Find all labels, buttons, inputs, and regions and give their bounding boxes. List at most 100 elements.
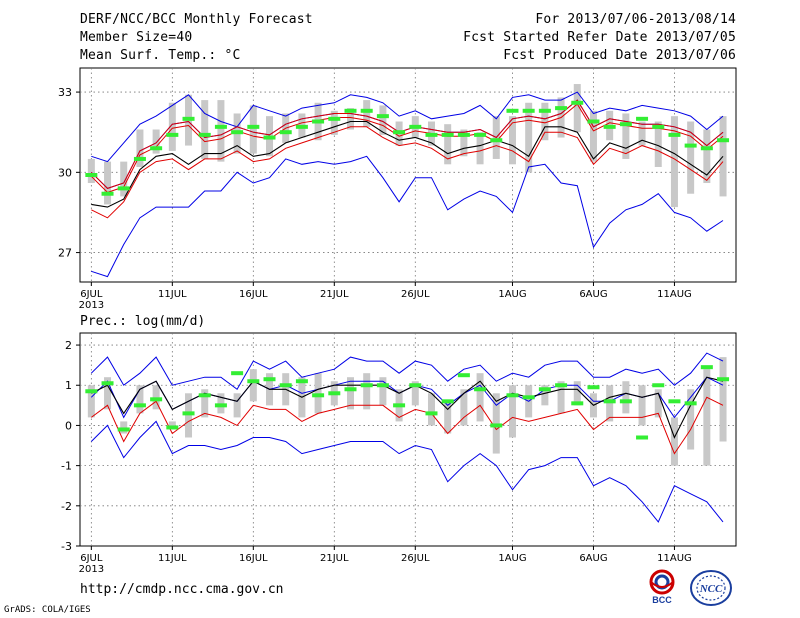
spread-bar [379,377,387,406]
x-tick-label: 21JUL [320,289,349,300]
ensemble-marker [214,124,227,129]
max-line [90,352,724,391]
bcc-logo-text: BCC [652,595,672,605]
ensemble-marker [668,399,681,404]
spread-bar [233,393,241,418]
ensemble-marker [263,377,276,382]
bcc-logo-icon: BCC [649,569,675,605]
ensemble-marker [133,403,146,408]
spread-bar [606,385,614,422]
ensemble-marker [85,173,98,177]
spread-bar [703,369,711,466]
ensemble-marker [182,116,195,121]
ensemble-marker [490,423,503,428]
ensemble-marker [214,403,227,408]
ensemble-marker [571,100,584,105]
spread-bar [249,369,257,402]
ensemble-marker [441,132,454,137]
ensemble-marker [717,377,730,382]
spread-bar [104,161,112,205]
ensemble-marker [490,138,503,143]
spread-bar [541,385,549,406]
header-forecast-range: For 2013/07/06-2013/08/14 [535,12,736,27]
spread-bar [314,373,322,414]
x-tick-label: 11JUL [158,289,187,300]
plot-frame [79,67,737,283]
ensemble-marker [376,383,389,388]
spread-bar [87,385,95,418]
plot-frame [79,332,737,547]
ensemble-marker [538,387,551,392]
y-tick-label: -2 [61,500,72,513]
spread-bar [168,421,176,430]
spread-bar [330,110,338,135]
ensemble-marker [700,146,713,151]
lower-line [91,396,724,455]
header-started-date: Fcst Started Refer Date 2013/07/05 [463,30,736,45]
spread-bar [476,373,484,422]
spread-bar [136,385,144,414]
ensemble-marker [555,383,568,388]
spread-bar [201,100,209,159]
upper-red-line [90,103,724,193]
spread-bar [363,100,371,127]
y-tick-label: -1 [61,460,72,473]
ensemble-marker [441,399,454,404]
ensemble-marker [425,411,438,416]
ensemble-marker [85,389,98,394]
spread-bar [670,417,678,466]
y-tick-label: 0 [65,419,72,432]
ensemble-marker [150,146,163,151]
spread-bar [508,385,516,438]
ensemble-marker [279,130,292,135]
spread-bar [654,121,662,167]
ensemble-marker [198,132,211,137]
spread-bar [638,121,646,146]
year-label: 2013 [79,300,104,311]
x-tick-label: 16JUL [239,553,268,564]
spread-bar [444,401,452,434]
spread-bar [703,129,711,184]
ensemble-marker [344,108,357,113]
ensemble-marker [425,132,438,137]
spread-bar [541,102,549,141]
ensemble-marker [603,124,616,129]
spread-bar [249,105,257,154]
footer-url[interactable]: http://cmdp.ncc.cma.gov.cn [80,582,284,597]
ensemble-marker [522,108,535,113]
spread-bar [687,389,695,450]
y-tick-label: 30 [58,166,72,179]
spread-bar [525,102,533,173]
ensemble-marker [652,383,665,388]
spread-bar [411,381,419,406]
spread-bar [444,124,452,165]
ensemble-marker [166,132,179,137]
spread-bar [363,373,371,410]
ensemble-marker [522,395,535,400]
spread-bar [557,381,565,414]
spread-bar [120,421,128,434]
x-tick-label: 6AUG [579,289,607,300]
ensemble-marker [117,186,130,191]
ensemble-marker [231,130,244,135]
min-line [91,155,724,278]
x-tick-label: 26JUL [401,289,430,300]
ensemble-marker [166,425,179,430]
ensemble-marker [506,108,519,113]
ensemble-marker [587,119,600,124]
ensemble-marker [506,393,519,398]
ensemble-marker [263,135,276,140]
mean-line [91,376,724,439]
spread-bar [573,381,581,406]
ncc-logo-text: NCC [699,583,723,595]
precip-panel-title: Prec.: log(mm/d) [80,314,205,329]
x-tick-label: 11AUG [657,553,692,564]
header-variable: Mean Surf. Temp.: °C [80,48,241,63]
year-label: 2013 [79,564,104,575]
upper-red-line [90,99,724,189]
spread-bar [460,389,468,426]
spread-bar [589,110,597,162]
ensemble-marker [231,371,244,376]
ensemble-marker [457,132,470,137]
